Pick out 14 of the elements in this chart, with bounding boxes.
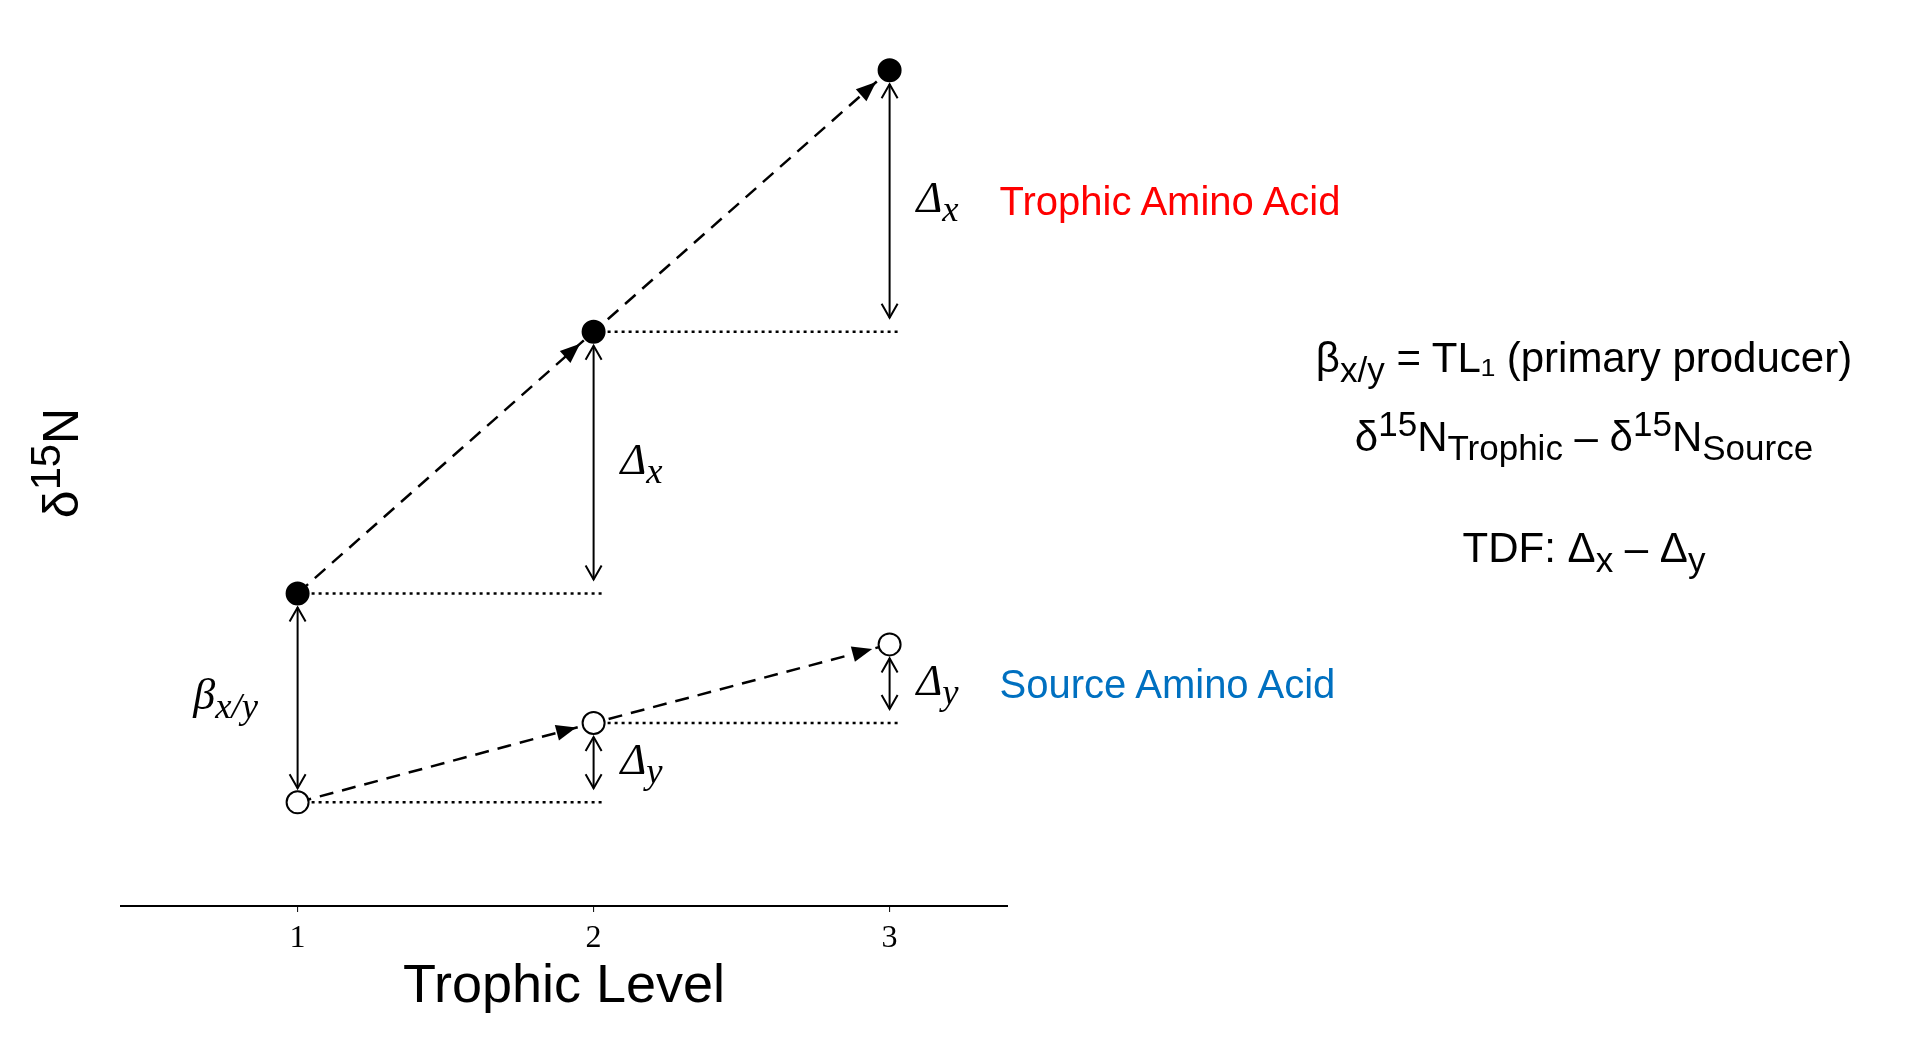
x-tick-label: 2 [585, 917, 602, 954]
annotation: Δ$_{y}$ [916, 654, 959, 714]
text: δ$^{15}$N$_{Trophic}$ – δ$^{15}$N$_{Source}$ [1354, 403, 1814, 469]
x-tick-label: 3 [881, 917, 898, 954]
text: β$_{x/y}$ = TL₁ (primary producer) [1315, 334, 1853, 390]
text: TDF: Δ$_{x}$ – Δ$_{y}$ [1462, 524, 1706, 580]
x-tick-label: 1 [289, 917, 306, 954]
x-axis-title: Trophic Level [402, 952, 726, 1014]
annotation: Δ$_{y}$ [620, 733, 663, 793]
text: Trophic Amino Acid [999, 178, 1341, 224]
annotation: β$_{x/y}$ [193, 668, 258, 728]
text: Source Amino Acid [999, 661, 1336, 707]
annotation: Δ$_{x}$ [916, 171, 959, 231]
annotation: Δ$_{x}$ [620, 433, 663, 492]
